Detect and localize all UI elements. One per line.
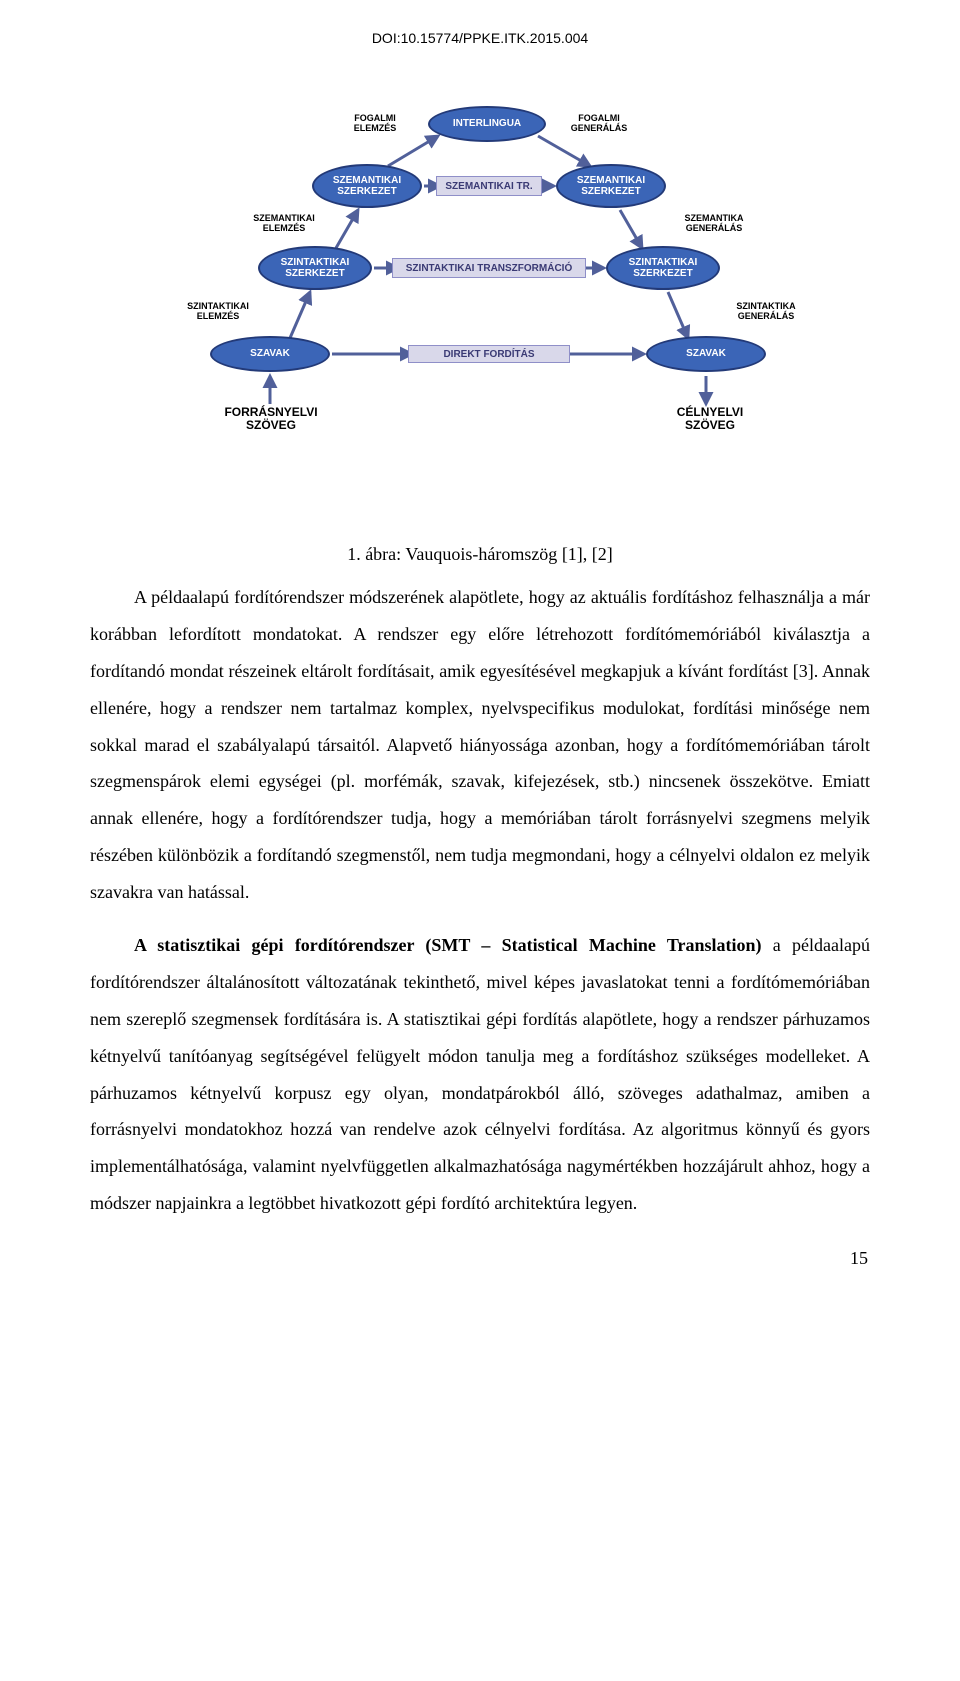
node-szavak_right: SZAVAK xyxy=(646,336,766,372)
caption-text: 1. ábra: Vauquois-háromszög xyxy=(347,544,562,564)
label-szint_gen: SZINTAKTIKAGENERÁLÁS xyxy=(726,302,806,322)
paragraph-1: A példaalapú fordítórendszer módszerének… xyxy=(90,579,870,911)
node-szint_left: SZINTAKTIKAISZERKEZET xyxy=(258,246,372,290)
vauquois-diagram: INTERLINGUASZEMANTIKAISZERKEZETSZEMANTIK… xyxy=(150,94,810,514)
doi-header: DOI:10.15774/PPKE.ITK.2015.004 xyxy=(90,30,870,46)
node-szint_right: SZINTAKTIKAISZERKEZET xyxy=(606,246,720,290)
label-szem_elem: SZEMANTIKAIELEMZÉS xyxy=(244,214,324,234)
biglabel-forras: FORRÁSNYELVISZÖVEG xyxy=(206,406,336,432)
node-szem_tr: SZEMANTIKAI TR. xyxy=(436,176,542,196)
label-szint_elem: SZINTAKTIKAIELEMZÉS xyxy=(178,302,258,322)
paragraph-2-bold: A statisztikai gépi fordítórendszer (SMT… xyxy=(134,935,762,955)
node-szem_left: SZEMANTIKAISZERKEZET xyxy=(312,164,422,208)
figure-caption: 1. ábra: Vauquois-háromszög [1], [2] xyxy=(90,544,870,565)
caption-refs: [1], [2] xyxy=(562,544,613,564)
label-szem_gen: SZEMANTIKAGENERÁLÁS xyxy=(674,214,754,234)
paragraph-2-rest: a példaalapú fordítórendszer általánosít… xyxy=(90,935,870,1213)
paragraph-2: A statisztikai gépi fordítórendszer (SMT… xyxy=(90,927,870,1222)
node-interlingua: INTERLINGUA xyxy=(428,106,546,142)
label-fog_elem: FOGALMIELEMZÉS xyxy=(340,114,410,134)
page-number: 15 xyxy=(90,1248,870,1269)
biglabel-cel: CÉLNYELVISZÖVEG xyxy=(650,406,770,432)
node-direkt: DIREKT FORDÍTÁS xyxy=(408,345,570,363)
node-szavak_left: SZAVAK xyxy=(210,336,330,372)
label-fog_gen: FOGALMIGENERÁLÁS xyxy=(564,114,634,134)
node-szem_right: SZEMANTIKAISZERKEZET xyxy=(556,164,666,208)
node-szint_tr: SZINTAKTIKAI TRANSZFORMÁCIÓ xyxy=(392,258,586,278)
